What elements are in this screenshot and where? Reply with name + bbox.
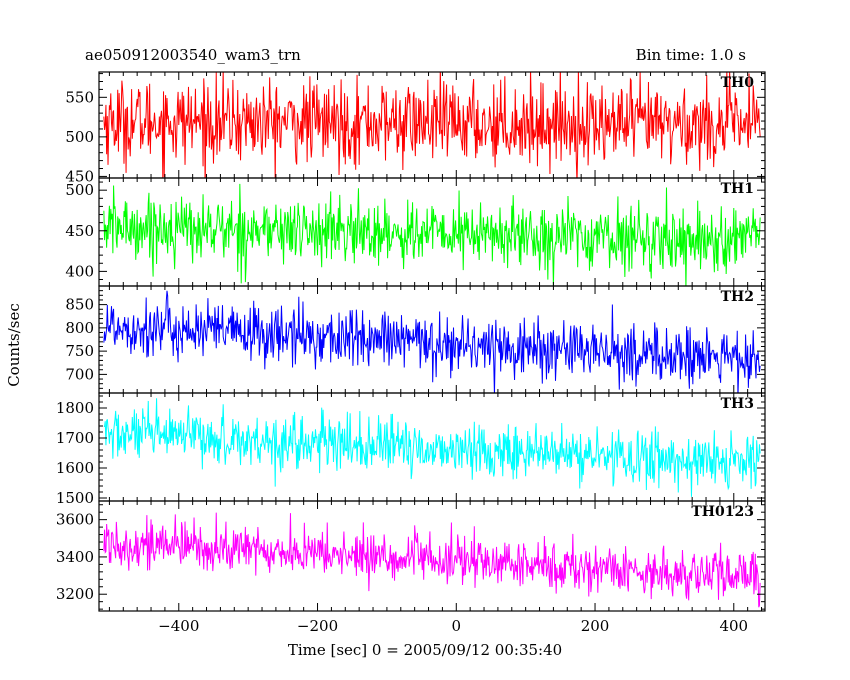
y-tick-label: 450	[65, 222, 94, 240]
x-tick-label: −200	[297, 617, 338, 635]
panel-label-th0123: TH0123	[691, 504, 754, 520]
panel-label-th1: TH1	[721, 181, 754, 197]
bin-time-label: Bin time: 1.0 s	[636, 46, 746, 64]
series-line-th2	[103, 290, 761, 393]
y-tick-label: 800	[65, 319, 94, 337]
y-tick-label: 1500	[56, 489, 94, 507]
x-axis-title: Time [sec] 0 = 2005/09/12 00:35:40	[288, 641, 562, 659]
panel-th2: 700 750 800 850 TH2	[65, 285, 766, 394]
y-tick-label: 3600	[56, 511, 94, 529]
panel-frame	[98, 392, 766, 502]
panel-th3: 1500 1600 1700 1800 TH3	[56, 392, 766, 507]
panel-th0123: 3200 3400 3600 TH0123	[56, 500, 766, 612]
y-tick-label: 1700	[56, 429, 94, 447]
panel-label-th2: TH2	[721, 289, 754, 305]
y-tick-label: 1800	[56, 399, 94, 417]
x-tick-label: −400	[158, 617, 199, 635]
chart-title: ae050912003540_wam3_trn	[85, 46, 301, 64]
series-line-th1	[103, 183, 761, 286]
y-tick-label: 500	[65, 181, 94, 199]
panel-th1: 400 450 500 TH1	[65, 177, 766, 287]
y-tick-label: 400	[65, 262, 94, 280]
series-line-th0123	[103, 512, 761, 608]
series-line-th3	[103, 398, 761, 497]
y-tick-label: 3200	[56, 585, 94, 603]
y-axis-title: Counts/sec	[5, 303, 23, 387]
y-tick-label: 450	[65, 167, 94, 185]
series-line-th0	[103, 72, 761, 178]
y-tick-label: 550	[65, 88, 94, 106]
y-tick-label: 1600	[56, 459, 94, 477]
y-tick-label: 850	[65, 296, 94, 314]
y-tick-label: 750	[65, 342, 94, 360]
panel-frame	[98, 500, 766, 612]
y-tick-label: 700	[65, 365, 94, 383]
y-tick-label: 3400	[56, 548, 94, 566]
panel-label-th3: TH3	[721, 396, 754, 412]
x-tick-label: 200	[581, 617, 610, 635]
panel-th0: 450 500 550 TH0	[65, 71, 766, 185]
x-tick-label: 0	[452, 617, 462, 635]
y-tick-label: 500	[65, 128, 94, 146]
panel-label-th0: TH0	[721, 75, 755, 91]
x-tick-label: 400	[719, 617, 748, 635]
